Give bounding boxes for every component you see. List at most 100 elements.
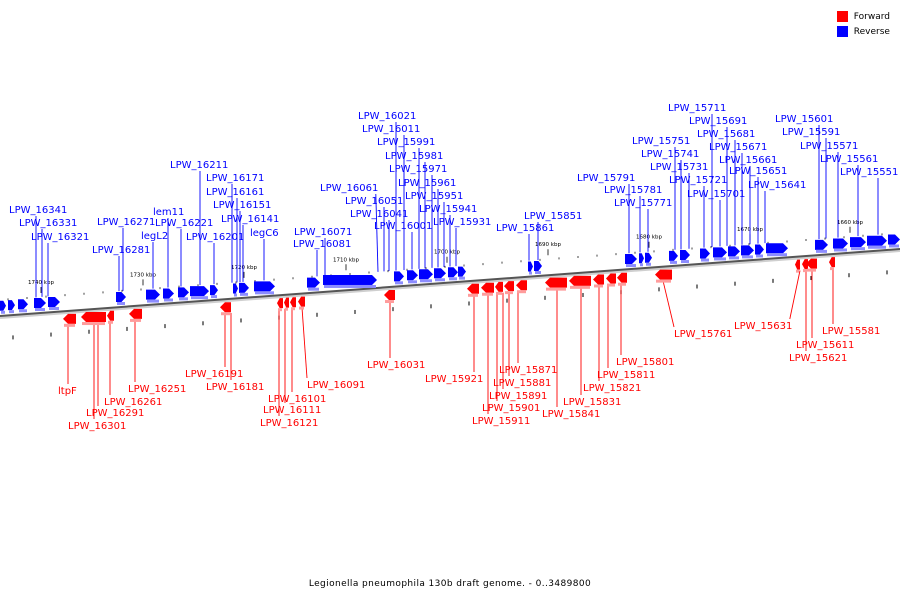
gene-label-lpw-16011: LPW_16011 bbox=[362, 124, 420, 135]
gene-label-lpw-15621: LPW_15621 bbox=[789, 353, 847, 364]
reverse-gene bbox=[680, 250, 690, 261]
forward-gene-shadow bbox=[807, 268, 816, 272]
gene-label-lpw-16091: LPW_16091 bbox=[307, 380, 365, 391]
forward-gene bbox=[606, 273, 616, 284]
reverse-gene bbox=[850, 237, 866, 248]
forward-gene bbox=[593, 274, 604, 285]
forward-gene bbox=[284, 297, 289, 308]
reverse-gene-shadow bbox=[816, 249, 827, 253]
forward-gene bbox=[220, 302, 231, 313]
scale-tick-label: 1690 kbp bbox=[535, 242, 561, 248]
reverse-gene bbox=[34, 298, 46, 309]
reverse-gene bbox=[48, 296, 60, 307]
forward-gene-shadow bbox=[618, 282, 626, 286]
forward-gene bbox=[795, 259, 800, 270]
forward-gene-shadow bbox=[594, 284, 603, 288]
gene-label-lpw-15781: LPW_15781 bbox=[604, 185, 662, 196]
reverse-gene-shadow bbox=[179, 297, 188, 301]
gene-label-lpw-15731: LPW_15731 bbox=[650, 162, 708, 173]
reverse-gene-shadow bbox=[420, 279, 432, 283]
reverse-gene bbox=[394, 271, 404, 282]
scale-tick-label: 1720 kbp bbox=[231, 265, 257, 271]
legend-reverse: Reverse bbox=[836, 24, 890, 39]
forward-gene bbox=[107, 310, 114, 321]
reverse-gene-shadow bbox=[308, 287, 319, 291]
scale-tick-label: 1710 kbp bbox=[333, 257, 359, 263]
reverse-gene-shadow bbox=[19, 309, 27, 313]
forward-gene-shadow bbox=[285, 307, 288, 311]
gene-label-lpw-15941: LPW_15941 bbox=[419, 204, 477, 215]
forward-gene-shadow bbox=[607, 283, 615, 287]
gene-label-lpw-15921: LPW_15921 bbox=[425, 374, 483, 385]
reverse-swatch bbox=[836, 26, 848, 37]
reverse-gene-shadow bbox=[395, 281, 403, 285]
gene-label-lpw-15851: LPW_15851 bbox=[524, 211, 582, 222]
reverse-gene bbox=[700, 248, 710, 259]
gene-label-lpw-15761: LPW_15761 bbox=[674, 329, 732, 340]
gene-label-lpw-15641: LPW_15641 bbox=[748, 180, 806, 191]
reverse-gene bbox=[0, 300, 6, 311]
reverse-gene-shadow bbox=[117, 301, 125, 305]
gene-label-lpw-15601: LPW_15601 bbox=[775, 114, 833, 125]
forward-gene-shadow bbox=[82, 322, 105, 326]
reverse-gene bbox=[728, 246, 740, 257]
gene-label-lpw-15971: LPW_15971 bbox=[389, 164, 447, 175]
forward-gene-shadow bbox=[830, 267, 834, 271]
reverse-gene-shadow bbox=[889, 244, 899, 248]
gene-label-lpw-16321: LPW_16321 bbox=[31, 232, 89, 243]
reverse-gene-shadow bbox=[851, 247, 865, 251]
gene-label-lpw-15701: LPW_15701 bbox=[687, 189, 745, 200]
reverse-gene bbox=[534, 260, 542, 271]
gene-label-lpw-16161: LPW_16161 bbox=[206, 187, 264, 198]
gene-label-lpw-15951: LPW_15951 bbox=[405, 191, 463, 202]
reverse-gene bbox=[239, 282, 249, 293]
gene-label-lpw-16331: LPW_16331 bbox=[19, 218, 77, 229]
backbone-line bbox=[0, 248, 900, 317]
gene-label-lpw-15841: LPW_15841 bbox=[542, 409, 600, 420]
scale-tick-label: 1730 kbp bbox=[130, 272, 156, 278]
forward-gene-shadow bbox=[221, 312, 230, 316]
gene-label-lpw-16271: LPW_16271 bbox=[97, 217, 155, 228]
reverse-gene-shadow bbox=[1, 310, 5, 314]
forward-gene bbox=[829, 257, 835, 268]
reverse-gene bbox=[116, 291, 126, 302]
gene-label-lpw-16171: LPW_16171 bbox=[206, 173, 264, 184]
reverse-gene-shadow bbox=[408, 280, 417, 284]
reverse-gene-shadow bbox=[701, 258, 709, 262]
gene-label-lpw-15691: LPW_15691 bbox=[689, 116, 747, 127]
reverse-gene-shadow bbox=[640, 263, 643, 267]
reverse-gene-shadow bbox=[646, 262, 651, 266]
forward-gene-shadow bbox=[517, 290, 526, 294]
reverse-gene bbox=[448, 267, 458, 278]
gene-label-lpw-15581: LPW_15581 bbox=[822, 326, 880, 337]
legend-forward: Forward bbox=[836, 9, 890, 24]
gene-label-lpw-16291: LPW_16291 bbox=[86, 408, 144, 419]
reverse-gene-shadow bbox=[255, 291, 274, 295]
reverse-gene bbox=[146, 289, 160, 300]
gene-label-lpw-15821: LPW_15821 bbox=[583, 383, 641, 394]
forward-gene-shadow bbox=[130, 318, 141, 322]
gene-label-lpw-15661: LPW_15661 bbox=[719, 155, 777, 166]
reverse-gene bbox=[254, 281, 275, 292]
gene-label-lpw-15591: LPW_15591 bbox=[782, 127, 840, 138]
reverse-gene-shadow bbox=[211, 295, 217, 299]
forward-gene-shadow bbox=[468, 293, 478, 297]
gene-label-lpw-15631: LPW_15631 bbox=[734, 321, 792, 332]
gene-label-lpw-16301: LPW_16301 bbox=[68, 421, 126, 432]
backbone-shadow bbox=[0, 249, 900, 319]
leader-line bbox=[789, 270, 801, 320]
forward-gene bbox=[495, 281, 503, 292]
reverse-gene-shadow bbox=[626, 264, 636, 268]
gene-label-lpw-15561: LPW_15561 bbox=[820, 154, 878, 165]
reverse-gene bbox=[867, 235, 887, 246]
gene-label-lpw-16251: LPW_16251 bbox=[128, 384, 186, 395]
forward-gene-shadow bbox=[546, 287, 566, 291]
reverse-gene bbox=[8, 300, 15, 311]
reverse-gene-shadow bbox=[9, 310, 14, 314]
reverse-gene-shadow bbox=[535, 270, 541, 274]
reverse-gene-shadow bbox=[834, 248, 847, 252]
forward-swatch bbox=[836, 11, 848, 22]
reverse-gene bbox=[190, 286, 209, 297]
gene-label-lpw-15771: LPW_15771 bbox=[614, 198, 672, 209]
forward-gene-shadow bbox=[496, 291, 502, 295]
